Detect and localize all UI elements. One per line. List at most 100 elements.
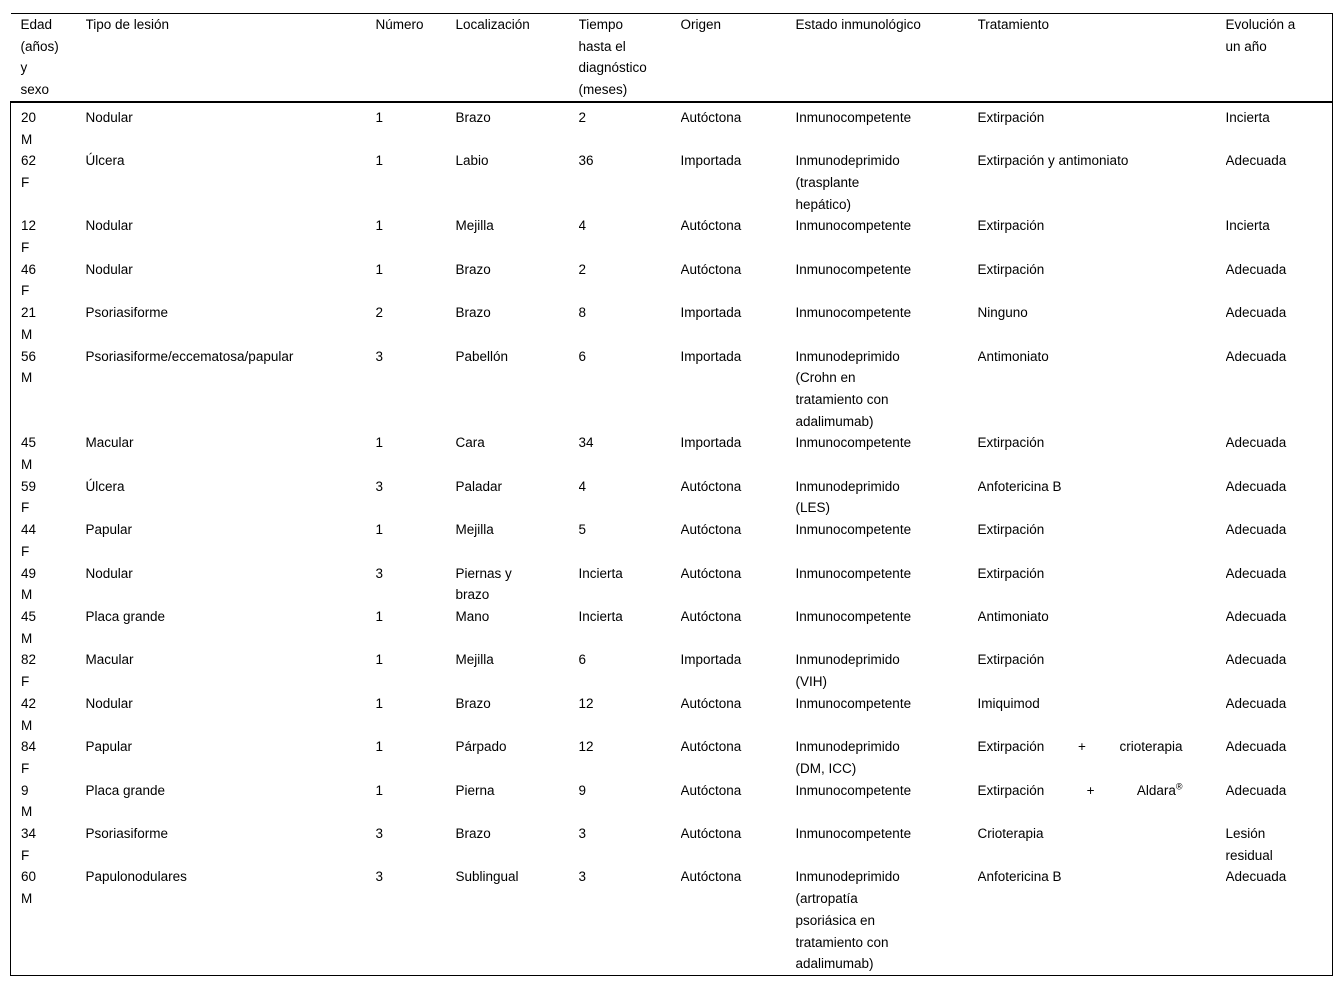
cell-tratamiento: Ninguno	[977, 305, 1028, 321]
cell-tratamiento: Extirpación	[977, 109, 1045, 125]
cell-edad-sexo: 49 M	[10, 562, 86, 606]
cell-numero: 1	[375, 782, 384, 798]
cell-localizacion: Labio	[455, 153, 489, 169]
edad-value: 42	[21, 695, 37, 711]
cell-origen: Autóctona	[680, 565, 742, 581]
edad-value: 82	[21, 652, 37, 668]
table-row: 42 M Nodular 1 Brazo 12 Autóctona Inmunocompete…	[10, 692, 1333, 737]
cell-numero: 3	[375, 869, 384, 885]
cell-edad-sexo: 20 M	[10, 101, 86, 151]
column-header-evolucion: Evolución a un año	[1225, 13, 1333, 103]
table-row: 62 F Úlcera 1 Labio 36 Importada Inmunodeprimid…	[10, 150, 1333, 216]
column-header-numero: Número	[375, 13, 456, 103]
cell-tipo: Psoriasiforme	[85, 305, 169, 321]
cell-edad-sexo: 21 M	[10, 302, 86, 346]
column-header-tipo: Tipo de lesión	[85, 13, 376, 103]
cell-tiempo: 2	[578, 109, 587, 125]
cell-tipo: Nodular	[85, 261, 133, 277]
cell-origen: Importada	[680, 305, 742, 321]
cell-tiempo: 6	[578, 652, 587, 668]
cell-localizacion: Mejilla	[455, 218, 494, 234]
cell-edad-sexo: 45 M	[10, 432, 86, 476]
cell-edad-sexo: 60 M	[10, 866, 86, 976]
treatment-token: +	[1077, 739, 1086, 755]
cell-tipo: Nodular	[85, 695, 133, 711]
cell-estado: Inmunodeprimido (artropatía psoriásica e…	[795, 869, 900, 972]
cell-origen: Autóctona	[680, 695, 742, 711]
cell-evolucion: Adecuada	[1225, 478, 1287, 494]
cell-origen: Autóctona	[680, 782, 742, 798]
cell-numero: 1	[375, 608, 384, 624]
edad-value: 49	[21, 565, 37, 581]
cell-evolucion: Adecuada	[1225, 305, 1287, 321]
cell-tiempo: 3	[578, 826, 587, 842]
sexo-value: F	[21, 174, 30, 190]
edad-value: 56	[21, 348, 37, 364]
cell-origen: Autóctona	[680, 869, 742, 885]
cell-edad-sexo: 59 F	[10, 475, 86, 520]
cell-localizacion: Brazo	[455, 695, 491, 711]
cell-tratamiento: Imiquimod	[977, 695, 1040, 711]
cell-tipo: Placa grande	[85, 608, 166, 624]
table-row: 56 M Psoriasiforme/eccematosa/papular 3 Pabe…	[10, 345, 1333, 433]
cell-edad-sexo: 46 F	[10, 258, 86, 303]
cell-origen: Autóctona	[680, 261, 742, 277]
cell-tiempo: 9	[578, 782, 587, 798]
cell-localizacion: Mano	[455, 608, 490, 624]
cell-evolucion: Adecuada	[1225, 153, 1287, 169]
header-row: Edad (años) y sexo Tipo de lesión Número Lo…	[10, 13, 1333, 103]
sexo-value: F	[21, 674, 30, 690]
cell-tiempo: 4	[578, 218, 587, 234]
cell-origen: Autóctona	[680, 826, 742, 842]
cell-localizacion: Párpado	[455, 739, 507, 755]
cell-evolucion: Incierta	[1225, 109, 1270, 125]
cell-numero: 3	[375, 348, 384, 364]
table-row: 82 F Macular 1 Mejilla 6 Importada Inmunodeprim…	[10, 649, 1333, 693]
cell-estado: Inmunocompetente	[795, 305, 912, 321]
cell-tiempo: 3	[578, 869, 587, 885]
cell-tiempo: 8	[578, 305, 587, 321]
cell-estado: Inmunocompetente	[795, 782, 912, 798]
cell-origen: Autóctona	[680, 109, 742, 125]
sexo-value: M	[21, 804, 33, 820]
cell-tratamiento: Anfotericina B	[977, 478, 1062, 494]
sexo-value: F	[21, 847, 30, 863]
edad-value: 62	[21, 153, 37, 169]
cell-numero: 3	[375, 478, 384, 494]
cell-origen: Autóctona	[680, 478, 742, 494]
column-header-origen: Origen	[680, 13, 796, 103]
cell-estado: Inmunocompetente	[795, 565, 912, 581]
edad-value: 20	[21, 109, 37, 125]
cell-tipo: Nodular	[85, 218, 133, 234]
table-header: Edad (años) y sexo Tipo de lesión Número Lo…	[10, 13, 1333, 103]
cell-origen: Importada	[680, 435, 742, 451]
cell-tipo: Macular	[85, 652, 134, 668]
cell-evolucion: Incierta	[1225, 218, 1270, 234]
cell-tratamiento: Extirpación	[977, 652, 1045, 668]
table-row: 59 F Úlcera 3 Paladar 4 Autóctona Inmunodeprimi…	[10, 475, 1333, 520]
cell-numero: 2	[375, 305, 384, 321]
cell-evolucion: Adecuada	[1225, 435, 1287, 451]
cell-evolucion: Adecuada	[1225, 565, 1287, 581]
cell-evolucion: Lesión residual	[1225, 826, 1273, 863]
cell-estado: Inmunocompetente	[795, 261, 912, 277]
edad-value: 59	[21, 478, 37, 494]
cell-tiempo: 36	[578, 153, 594, 169]
cell-tratamiento: Extirpación + crioterapia	[978, 736, 1226, 779]
cell-tratamiento: Extirpación	[977, 435, 1045, 451]
cell-origen: Autóctona	[680, 608, 742, 624]
cell-localizacion: Brazo	[455, 261, 491, 277]
cell-numero: 3	[375, 565, 384, 581]
cell-tipo: Papular	[85, 522, 133, 538]
cell-estado: Inmunocompetente	[795, 435, 912, 451]
sexo-value: F	[21, 760, 30, 776]
cell-tiempo: 4	[578, 478, 587, 494]
cell-origen: Importada	[680, 348, 742, 364]
cell-numero: 3	[375, 826, 384, 842]
cell-numero: 1	[375, 695, 384, 711]
cell-tiempo: 34	[578, 435, 594, 451]
treatment-combination: Extirpación + Aldara®	[978, 780, 1183, 802]
treatment-token: +	[1086, 782, 1095, 798]
cell-tratamiento: Extirpación	[977, 218, 1045, 234]
cell-origen: Importada	[680, 153, 742, 169]
